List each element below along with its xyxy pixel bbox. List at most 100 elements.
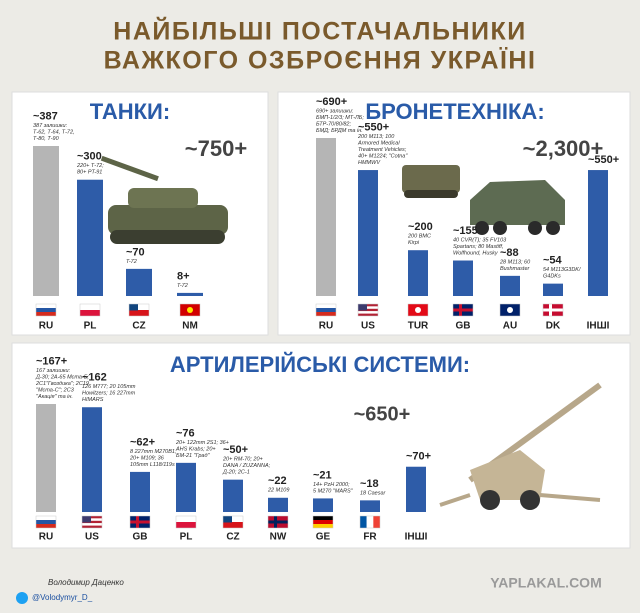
value-label: ~70+	[406, 451, 431, 463]
flag-stripe	[366, 516, 374, 528]
value-label: ~550+	[588, 154, 619, 166]
bar-note: 126 M777; 20 105mm	[82, 384, 136, 390]
flag-stripe	[223, 516, 243, 522]
flag-stripe	[360, 516, 367, 528]
bar	[360, 500, 380, 512]
bar	[543, 283, 563, 296]
value-label: ~162	[82, 372, 107, 384]
value-label: ~21	[313, 469, 332, 481]
flag-border	[359, 515, 381, 529]
bar-note: 54 M113G3DK/	[543, 267, 581, 273]
bar-note: 387 залишки:	[33, 123, 68, 129]
category-label: PL	[84, 321, 97, 332]
flag-canton	[82, 516, 91, 523]
bar-note: БМ-21 "Град"	[176, 453, 210, 459]
flag-mark	[187, 307, 193, 313]
bar-note: Spartans; 80 Mastiff,	[453, 244, 503, 250]
bar	[77, 179, 103, 296]
category-label: RU	[39, 321, 53, 332]
category-label: NM	[182, 321, 198, 332]
apc-illustration	[402, 165, 565, 235]
flag-border	[35, 515, 57, 529]
value-label: ~550+	[358, 121, 389, 133]
bar-note: БМП-1/2/3; МТ-ЛБ;	[316, 115, 364, 121]
flag	[357, 303, 379, 317]
bar-note: 220+ Т-72;	[76, 163, 104, 169]
flag-stripe	[358, 308, 378, 312]
bar-note: 22 M109	[267, 488, 289, 494]
flag-stripe	[176, 522, 196, 528]
flag-stripe	[316, 304, 336, 308]
category-label: ІНШІ	[587, 321, 610, 332]
flag	[452, 303, 474, 317]
flag	[312, 515, 334, 529]
bar-note: Т-62, Т-64, Т-72,	[33, 129, 75, 135]
bar-note: 20+ 122mm 2S1; 36+	[175, 440, 230, 446]
flag	[175, 515, 197, 529]
bar-note: 14+ PzH 2000;	[313, 482, 350, 488]
value-label: ~70	[126, 246, 145, 258]
total-label: ~750+	[185, 136, 247, 161]
flag	[542, 303, 564, 317]
flag-stripe	[316, 308, 336, 312]
category-label: TUR	[408, 321, 429, 332]
category-label: GE	[316, 532, 331, 543]
total-label: ~650+	[354, 403, 411, 425]
flag-border	[129, 515, 151, 529]
value-label: ~167+	[36, 355, 67, 367]
flag-stripe	[82, 523, 102, 526]
flag-border	[222, 515, 244, 529]
chart-title: БРОНЕТЕХНІКА:	[365, 99, 544, 124]
bar-note: Treatment Vehicles;	[358, 147, 407, 153]
flag-stripe	[313, 516, 333, 520]
flag	[359, 515, 381, 529]
category-label: DK	[546, 321, 561, 332]
category-label: GB	[133, 532, 148, 543]
flag-mark	[415, 307, 421, 313]
handle: @Volodymyr_D_	[32, 593, 93, 602]
bar-note: T-72	[126, 259, 137, 265]
category-label: CZ	[226, 532, 239, 543]
flag-stripe	[82, 525, 102, 528]
bar	[126, 268, 152, 296]
flag-stripe	[358, 313, 378, 316]
bar-note: Д-30; 2А-65 Мста-Б;	[35, 374, 89, 380]
flag	[222, 515, 244, 529]
flag-border	[407, 303, 429, 317]
flag-border	[499, 303, 521, 317]
flag-stripe	[80, 310, 100, 316]
bar	[500, 275, 520, 296]
chart-title: ТАНКИ:	[90, 99, 170, 124]
bar-note: 18 Caesar	[360, 490, 387, 496]
value-label: ~300	[77, 151, 102, 163]
flag-stripe	[36, 524, 56, 528]
bar	[588, 170, 608, 296]
bar	[82, 407, 102, 512]
flag-border	[312, 515, 334, 529]
value-label: ~200	[408, 221, 433, 233]
author: Володимир Даценко	[48, 578, 124, 587]
flag-stripe	[82, 516, 102, 519]
bar-note: 40 CVR(T); 35 FV103	[453, 237, 507, 243]
flag-border	[315, 303, 337, 317]
bar-note: 200 BMC	[407, 234, 431, 240]
watermark: YAPLAKAL.COM	[490, 575, 602, 591]
title-line: НАЙБІЛЬШІ ПОСТАЧАЛЬНИКИ	[113, 16, 526, 46]
bar	[316, 138, 336, 296]
bar-note: Howitzers; 16 227mm	[82, 391, 136, 397]
category-label: FR	[363, 532, 377, 543]
bar-note: 20+ M109; 36	[129, 455, 165, 461]
flag-stripe	[316, 312, 336, 316]
flag-cross	[130, 520, 150, 524]
flag-stripe	[82, 520, 102, 524]
flag-canton	[358, 304, 367, 311]
bar-note: DANA / ZUZANNA;	[223, 463, 271, 469]
flag	[35, 515, 57, 529]
value-label: ~155	[453, 225, 478, 237]
value-label: 8+	[177, 270, 190, 282]
howitzer-illustration	[439, 382, 602, 510]
bar-note: 5 M270 "MARS"	[313, 488, 354, 494]
flag-border	[267, 515, 289, 529]
total-label: ~2,300+	[523, 136, 604, 161]
